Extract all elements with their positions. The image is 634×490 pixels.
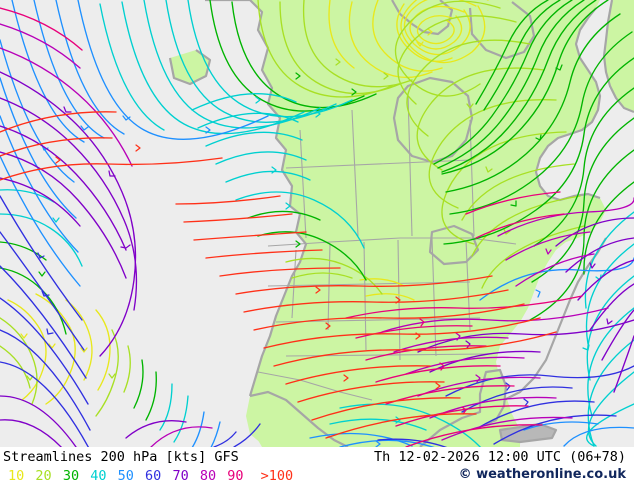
copyright-label: © weatheronline.co.uk [458,467,626,482]
state-vline-3 [363,241,367,351]
state-vline-2 [327,243,331,331]
footer-bar: Streamlines 200 hPa [kts] GFS Th 12-02-2… [0,447,634,490]
legend-item-20: 20 [35,468,52,484]
border-us-canada [267,237,517,247]
coast-mexico [249,390,349,447]
coast-alaska [168,49,212,86]
border-us-mexico [257,371,373,401]
state-hline-1 [267,281,471,287]
coastline-layer [168,0,634,447]
map-canvas[interactable] [0,0,634,447]
legend-item-over-100: >100 [260,468,294,484]
streamline-band-80kt [0,23,634,447]
prov-line-1 [299,129,307,239]
streamline-band-90kt [0,7,583,447]
state-vline-5 [431,237,437,357]
streamline-band-70kt [0,71,634,447]
land-arctic-islands [392,0,452,34]
streamline-band-100kt [0,111,557,439]
legend-item-40: 40 [90,468,107,484]
legend-item-30: 30 [62,468,80,484]
legend-item-70: 70 [172,468,189,484]
streamline-band-20kt [0,0,585,417]
legend-item-10: 10 [8,468,25,484]
streamline-band-30kt [0,0,634,421]
prov-line-3 [407,93,413,237]
coast-east-canada [534,7,602,202]
land-greenland [604,0,634,112]
coast-gulf-atlantic [419,237,607,447]
streamline-map-svg [0,0,634,447]
streamline-band-50kt [0,0,634,447]
streamline-band-60kt [0,195,634,447]
legend-item-90: 90 [227,468,244,484]
wind-speed-legend: 10 20 30 40 50 60 70 80 90 >100 [8,468,296,484]
valid-time-label: Th 12-02-2026 12:00 UTC (06+78) [374,449,626,465]
legend-item-80: 80 [199,468,217,484]
state-vline-1 [291,249,297,319]
legend-item-60: 60 [145,468,162,484]
land-alaska-peninsula [170,50,210,84]
prov-line-2 [351,109,359,237]
map-title: Streamlines 200 hPa [kts] GFS [3,449,239,465]
coast-hudson-bay [392,76,474,164]
legend-item-50: 50 [117,468,134,484]
streamline-layer [0,0,634,447]
state-vline-6 [465,239,471,331]
coast-greenland [602,0,634,114]
